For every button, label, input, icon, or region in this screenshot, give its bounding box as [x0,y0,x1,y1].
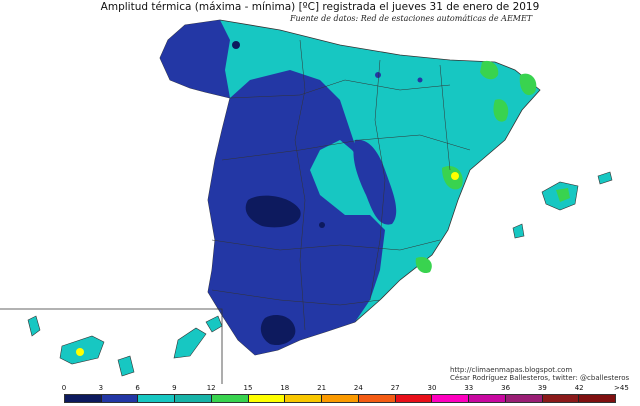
legend-swatch [358,395,396,402]
legend-tick-label: 3 [98,384,104,392]
menorca-island [597,171,613,185]
legend-swatch [138,395,176,402]
legend-colorbar [64,394,616,403]
legend-tick-label: 12 [206,384,216,392]
legend-swatch [542,395,580,402]
ebro-green-patch [493,99,509,122]
canary-inset-frame [0,308,223,384]
pyrenees-green-patch [519,73,537,96]
la-palma-island [27,315,41,337]
credit-url: http://climaenmapas.blogspot.com [450,366,573,374]
legend-swatch [432,395,470,402]
legend-swatch [469,395,506,402]
credit-author: César Rodríguez Ballesteros, twitter: @c… [450,374,630,382]
station-dot [417,77,423,83]
legend-swatch [322,395,359,402]
credits-block: http://climaenmapas.blogspot.com César R… [450,366,629,382]
galicia-dark-region [160,20,230,98]
legend-swatch [248,395,286,402]
murcia-green-patch [415,256,432,274]
legend-tick-label: 36 [501,384,511,392]
catalonia-green-patch [480,60,499,80]
station-dot [375,72,381,78]
andalucia-darkest-patch [260,315,296,346]
legend-swatch [285,395,323,402]
legend-tick-label: 27 [390,384,400,392]
legend-tick-label: 42 [574,384,584,392]
legend-swatch [505,395,543,402]
valencia-yellow-spot [451,172,459,180]
legend-swatch [65,395,102,402]
legend-swatch [395,395,433,402]
gran-canaria-island [117,355,135,377]
station-dot [319,222,325,228]
legend-swatch [211,395,249,402]
legend-tick-label: 39 [537,384,547,392]
legend-tick-label: 30 [427,384,437,392]
teide-yellow-spot [76,348,84,356]
legend-tick-label: 6 [135,384,140,392]
legend-tick-label: 18 [280,384,290,392]
data-source: Fuente de datos: Red de estaciones autom… [290,14,533,23]
province-borders [211,39,471,331]
map-title: Amplitud térmica (máxima - mínima) [ºC] … [100,1,540,13]
legend-tick-label: 24 [353,384,363,392]
legend-tick-label: 15 [243,384,253,392]
legend-swatch [175,395,212,402]
legend-tick-label: 9 [172,384,177,392]
legend-overflow-label: >45 [614,384,629,392]
legend-swatch [579,395,616,402]
east-blue-tongue [353,139,397,225]
legend-swatch [101,395,139,402]
mallorca-green-center [556,188,570,202]
legend-tick-label: 21 [317,384,327,392]
fuerteventura-island [173,327,207,359]
station-dot [232,41,240,49]
extremadura-darkest-patch [245,195,301,228]
ibiza-island [512,223,525,239]
legend-tick-label: 33 [464,384,474,392]
legend-tick-label: 0 [61,384,67,392]
lanzarote-island [205,315,223,333]
